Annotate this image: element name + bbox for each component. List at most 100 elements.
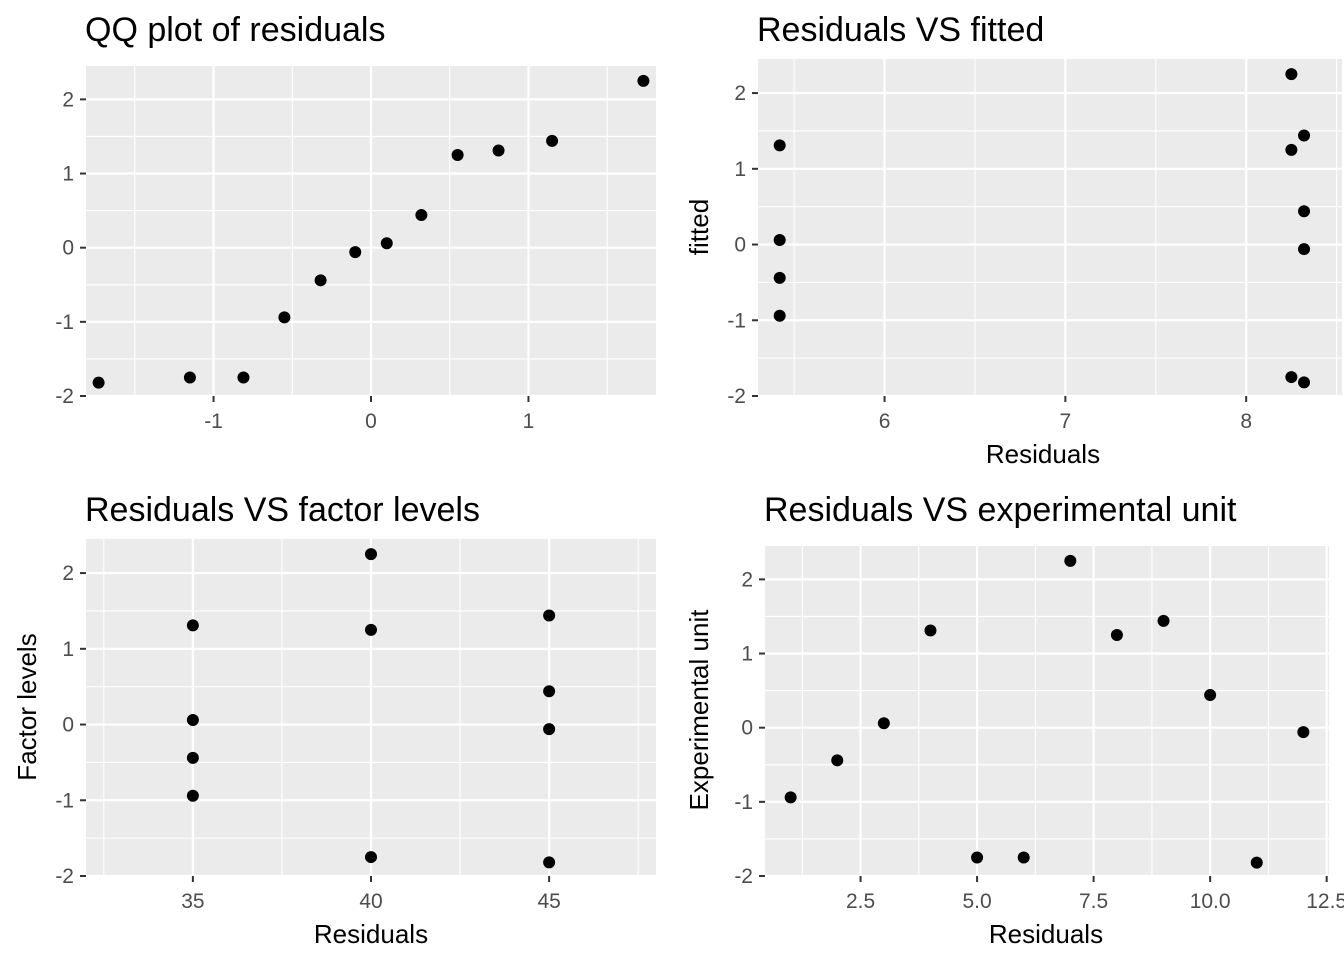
y-tick-label: -2	[727, 385, 746, 408]
x-tick-label: 35	[181, 890, 204, 913]
y-tick-label: 2	[734, 82, 746, 105]
data-point	[186, 713, 199, 726]
data-point	[278, 311, 291, 324]
y-axis-label: Experimental unit	[684, 609, 714, 811]
y-tick-label: 0	[62, 714, 74, 737]
data-point	[92, 376, 105, 389]
y-tick-label: 1	[62, 163, 74, 186]
y-tick-label: -2	[55, 385, 74, 408]
data-point	[877, 717, 890, 730]
data-point	[237, 371, 250, 384]
data-point	[1298, 243, 1311, 256]
x-tick-label: 5.0	[962, 890, 991, 913]
x-tick-label: 1	[523, 410, 535, 433]
data-point	[1250, 856, 1263, 869]
y-tick-label: 0	[741, 717, 753, 740]
panel-background	[758, 59, 1342, 396]
data-point	[186, 789, 199, 802]
data-point	[1204, 689, 1217, 702]
data-point	[543, 685, 556, 698]
y-axis-label: Factor levels	[12, 633, 42, 780]
x-tick-label: 0	[365, 410, 377, 433]
data-point	[773, 139, 786, 152]
chart-title: QQ plot of residuals	[85, 11, 385, 49]
x-tick-label: 45	[537, 890, 560, 913]
chart-title: Residuals VS experimental unit	[764, 491, 1237, 529]
data-point	[492, 144, 505, 157]
data-point	[1110, 628, 1123, 641]
chart-title: Residuals VS factor levels	[85, 491, 480, 529]
x-tick-label: -1	[204, 410, 223, 433]
x-tick-label: 40	[359, 890, 382, 913]
x-axis-label: Residuals	[314, 919, 428, 949]
y-tick-label: 1	[741, 643, 753, 666]
data-point	[365, 548, 377, 561]
data-point	[1064, 554, 1077, 567]
data-point	[186, 751, 199, 764]
y-axis-label: fitted	[684, 199, 714, 255]
data-point	[1017, 851, 1030, 864]
data-point	[543, 723, 556, 736]
data-point	[314, 274, 327, 287]
data-point	[1285, 68, 1298, 81]
x-axis-label: Residuals	[986, 439, 1100, 469]
data-point	[365, 623, 377, 636]
plot-area: 6 7 8 -2 -1 0 1 2	[727, 59, 1342, 433]
data-point	[380, 237, 393, 250]
plot-area: 2.5 5.0 7.5 10.0 12.5 -2 -1 0 1 2	[734, 546, 1344, 913]
y-tick-label: -1	[55, 311, 74, 334]
data-point	[1285, 371, 1298, 384]
data-point	[1298, 376, 1311, 389]
x-tick-label: 8	[1240, 410, 1252, 433]
y-tick-label: 1	[62, 638, 74, 661]
panel-background	[765, 546, 1329, 876]
plot-area: -1 0 1 -2 -1 0 1 2	[55, 66, 656, 433]
data-point	[773, 309, 786, 322]
data-point	[1298, 129, 1311, 142]
y-tick-label: 0	[62, 237, 74, 260]
y-tick-label: -1	[734, 791, 753, 814]
chart-title: Residuals VS fitted	[757, 11, 1044, 49]
y-tick-label: -2	[734, 865, 753, 888]
data-point	[415, 209, 428, 222]
x-tick-label: 7.5	[1079, 890, 1108, 913]
residuals-vs-factor-levels-panel: 35 40 45 -2 -1 0 1 2 Residuals VS factor levels…	[12, 491, 656, 949]
data-point	[831, 754, 844, 767]
data-point	[186, 619, 199, 632]
y-tick-label: -2	[55, 865, 74, 888]
data-point	[543, 856, 556, 869]
data-point	[637, 74, 650, 87]
plot-area: 35 40 45 -2 -1 0 1 2	[55, 539, 656, 913]
data-point	[349, 246, 362, 259]
data-point	[1157, 614, 1170, 627]
data-point	[773, 271, 786, 284]
data-point	[971, 851, 984, 864]
qq-plot-panel: -1 0 1 -2 -1 0 1 2 QQ plot of residuals	[55, 11, 656, 433]
x-axis-label: Residuals	[989, 919, 1103, 949]
data-point	[773, 233, 786, 246]
residuals-vs-fitted-panel: 6 7 8 -2 -1 0 1 2 Residuals VS fitted Residuals…	[684, 11, 1342, 469]
data-point	[365, 851, 377, 864]
y-tick-label: -1	[727, 309, 746, 332]
y-tick-label: 0	[734, 234, 746, 257]
y-tick-label: 2	[62, 562, 74, 585]
y-tick-label: 2	[62, 88, 74, 111]
data-point	[1285, 143, 1298, 156]
data-point	[924, 624, 937, 637]
data-point	[1297, 726, 1310, 739]
x-tick-label: 12.5	[1306, 890, 1344, 913]
x-tick-label: 7	[1060, 410, 1072, 433]
data-point	[546, 134, 559, 147]
x-tick-label: 6	[879, 410, 891, 433]
data-point	[543, 609, 556, 622]
data-point	[784, 791, 797, 804]
data-point	[1298, 205, 1311, 218]
residuals-vs-experimental-unit-panel: 2.5 5.0 7.5 10.0 12.5 -2 -1 0 1 2 Residuals VS ex…	[684, 491, 1344, 949]
y-tick-label: 1	[734, 158, 746, 181]
y-tick-label: 2	[741, 568, 753, 591]
data-point	[183, 371, 196, 384]
y-tick-label: -1	[55, 789, 74, 812]
x-tick-label: 2.5	[846, 890, 875, 913]
x-tick-label: 10.0	[1190, 890, 1231, 913]
